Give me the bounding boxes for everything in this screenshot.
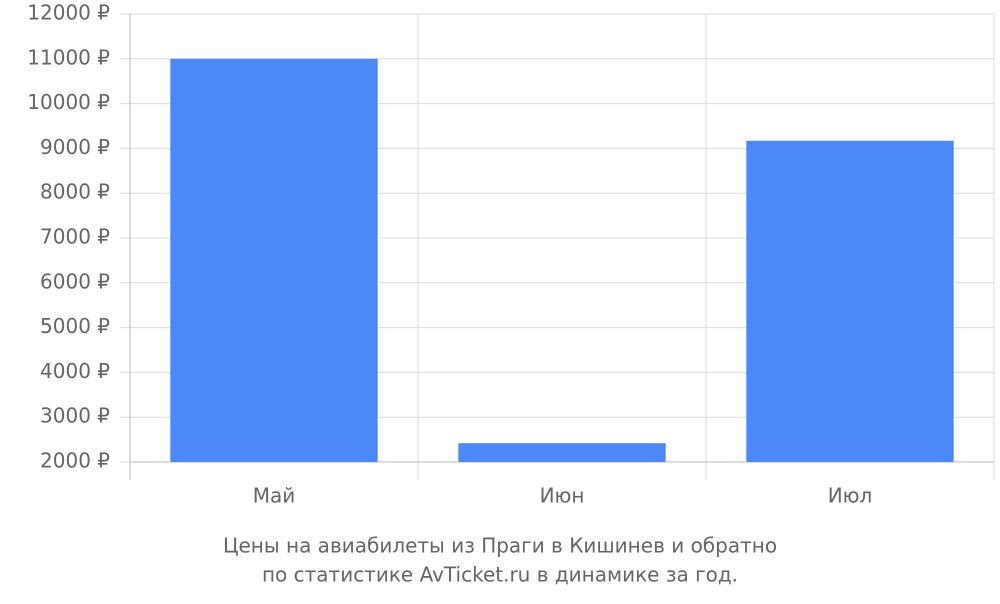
y-tick-label: 3000 ₽ <box>40 404 110 428</box>
y-tick-label: 11000 ₽ <box>27 45 110 69</box>
bar <box>746 140 954 462</box>
caption-line: по статистике AvTicket.ru в динамике за … <box>262 563 738 587</box>
y-tick-label: 4000 ₽ <box>40 359 110 383</box>
y-tick-label: 2000 ₽ <box>40 449 110 473</box>
y-tick-label: 5000 ₽ <box>40 314 110 338</box>
y-tick-label: 6000 ₽ <box>40 269 110 293</box>
y-tick-label: 9000 ₽ <box>40 135 110 159</box>
bar <box>458 443 666 462</box>
x-tick-label: Июн <box>540 484 585 508</box>
y-tick-label: 12000 ₽ <box>27 1 110 25</box>
y-tick-label: 10000 ₽ <box>27 90 110 114</box>
y-tick-label: 7000 ₽ <box>40 225 110 249</box>
bar <box>170 58 378 463</box>
x-tick-label: Июл <box>828 484 873 508</box>
y-tick-label: 8000 ₽ <box>40 180 110 204</box>
caption-line: Цены на авиабилеты из Праги в Кишинев и … <box>223 534 777 558</box>
x-tick-label: Май <box>253 484 296 508</box>
